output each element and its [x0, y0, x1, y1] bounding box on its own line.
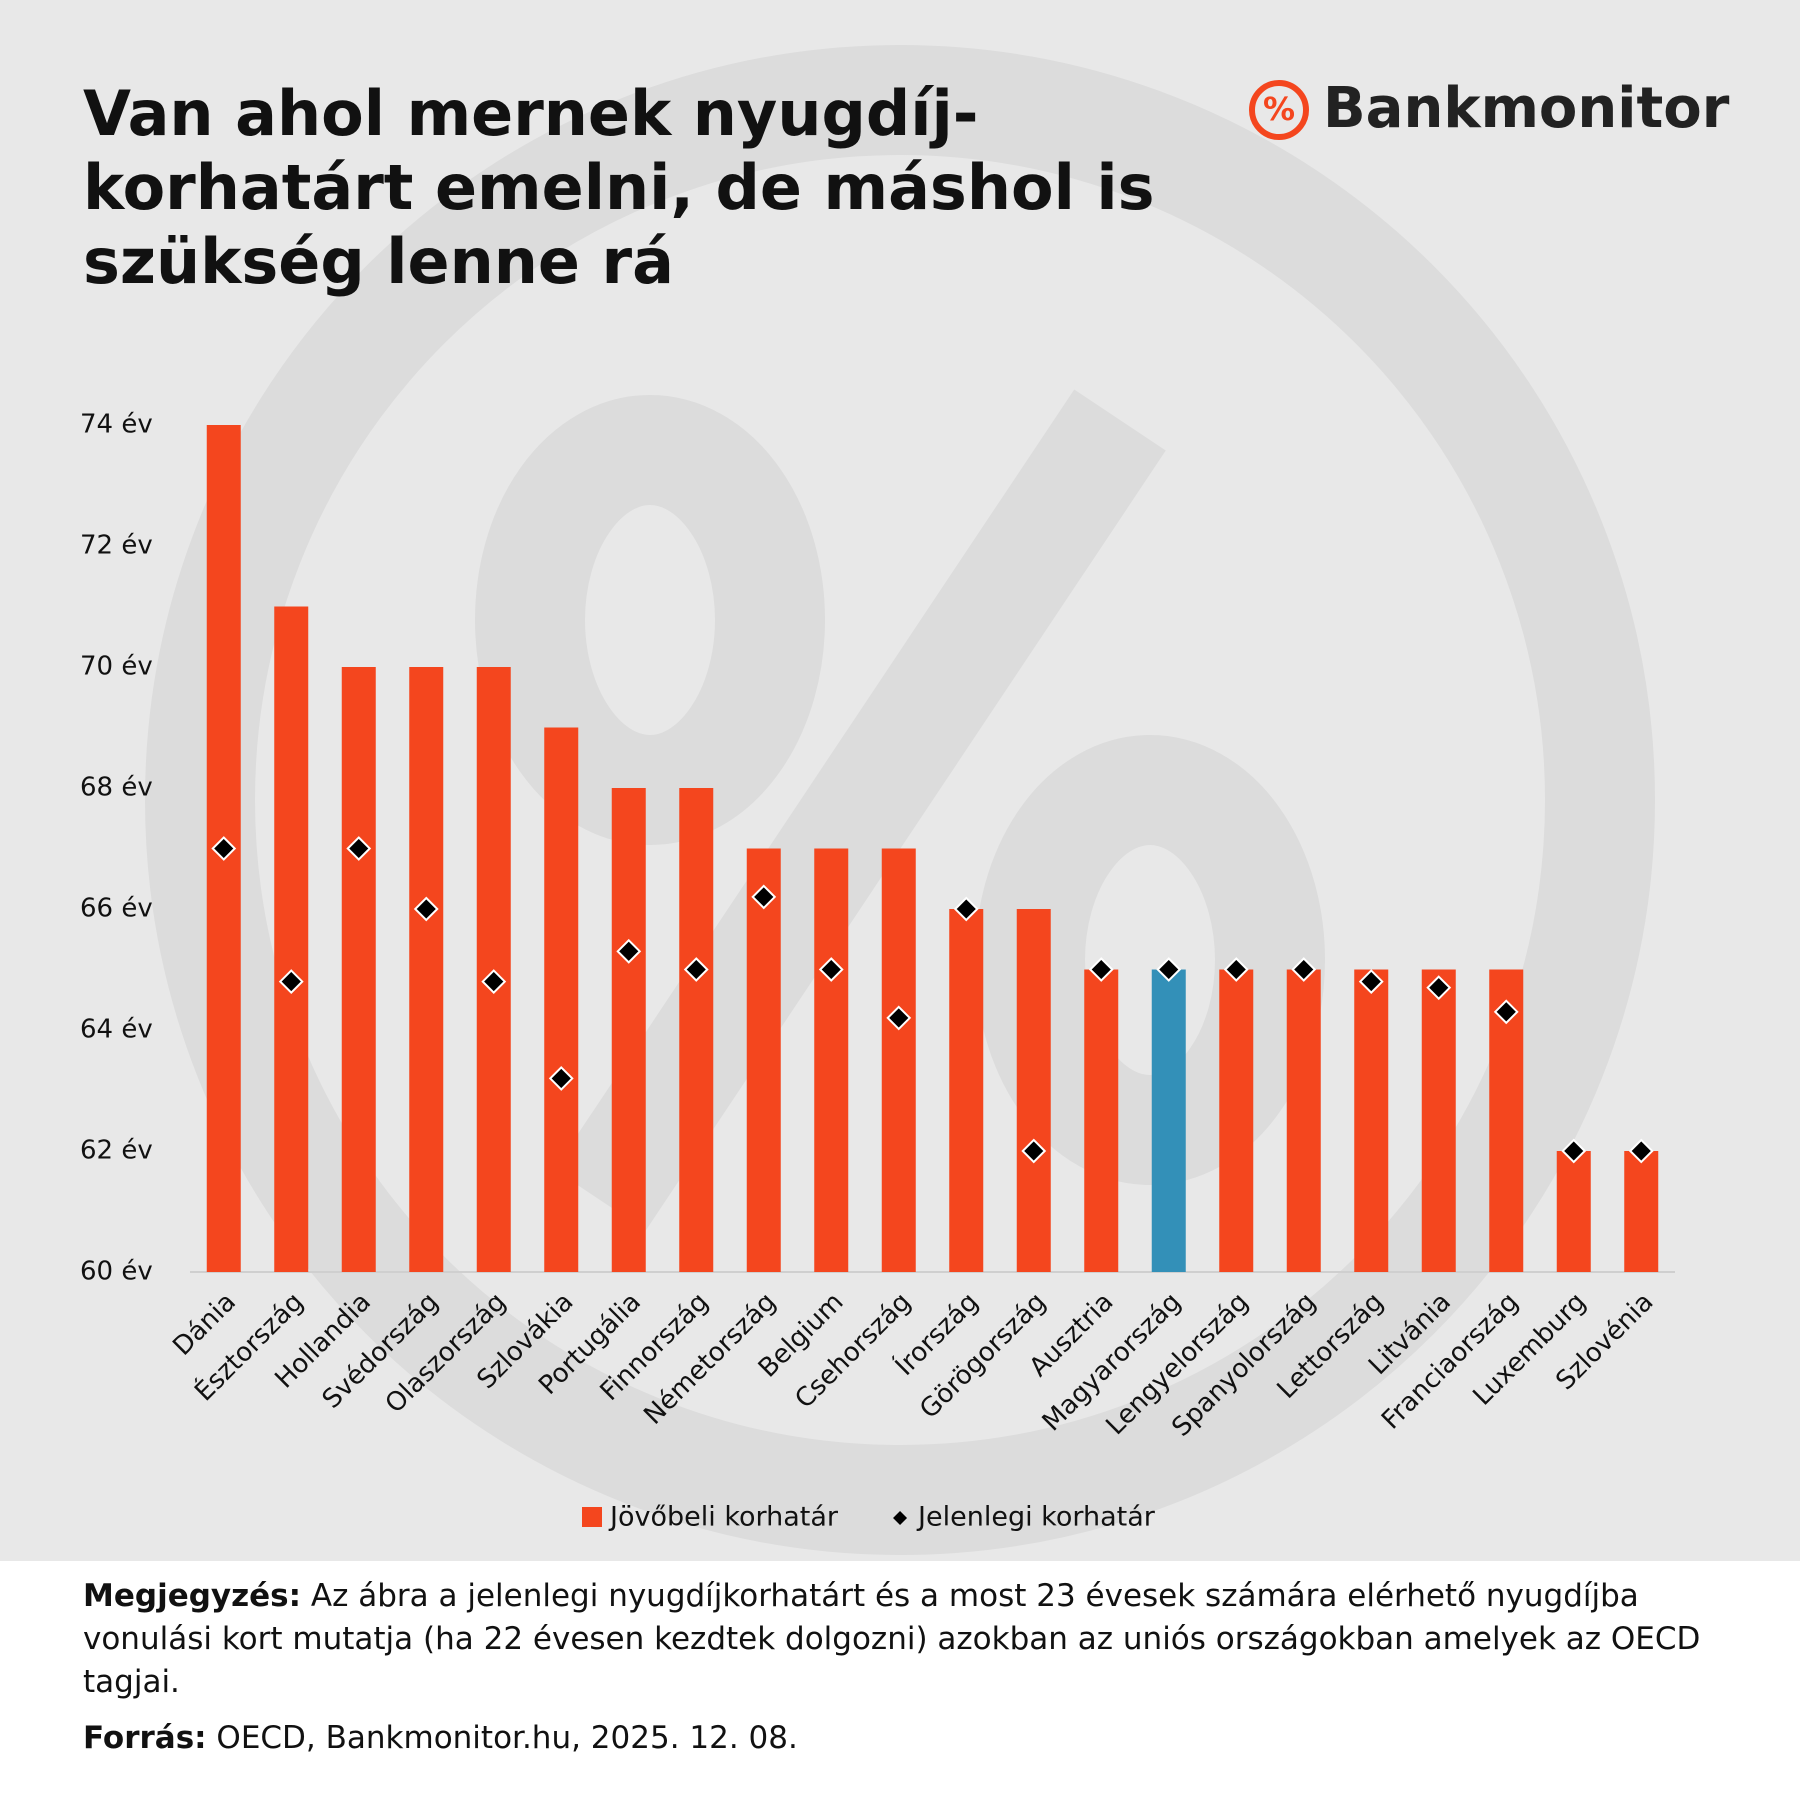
y-tick-label: 72 év: [80, 531, 153, 561]
bar: [274, 606, 309, 1272]
y-tick-label: 62 év: [80, 1136, 153, 1166]
legend-swatch: [893, 1511, 908, 1525]
y-tick-label: 66 év: [80, 894, 153, 924]
watermark: [145, 45, 1655, 1555]
y-tick-label: 68 év: [80, 773, 153, 803]
marker: [1358, 969, 1384, 995]
y-tick-label: 70 év: [80, 652, 153, 682]
bar: [1421, 969, 1456, 1272]
bar: [1151, 969, 1186, 1272]
marker: [1426, 975, 1452, 1001]
logo-text: Bankmonitor: [1323, 76, 1730, 141]
marker: [548, 1065, 574, 1091]
bar: [544, 727, 579, 1272]
bar: [679, 788, 714, 1272]
y-tick-label: 60 év: [80, 1257, 153, 1287]
source: Forrás: OECD, Bankmonitor.hu, 2025. 12. …: [83, 1717, 1717, 1760]
bar: [341, 667, 376, 1272]
chart-title: Van ahol mernek nyugdíj- korhatárt emeln…: [83, 77, 1176, 298]
bar: [949, 909, 984, 1272]
marker: [1628, 1138, 1654, 1164]
title-line: szükség lenne rá: [83, 225, 674, 298]
bar: [409, 667, 444, 1272]
logo: % Bankmonitor: [1249, 76, 1730, 141]
note-text: Az ábra a jelenlegi nyugdíjkorhatárt és …: [83, 1578, 1701, 1700]
legend-swatch: [582, 1507, 602, 1527]
marker: [953, 896, 979, 922]
marker: [886, 1005, 912, 1031]
note: Megjegyzés: Az ábra a jelenlegi nyugdíjk…: [83, 1575, 1717, 1703]
marker: [278, 969, 304, 995]
bar: [1016, 909, 1051, 1272]
marker: [1291, 957, 1317, 982]
bar: [1556, 1151, 1591, 1272]
bar: [1084, 969, 1119, 1272]
bar: [881, 848, 916, 1272]
bar: [1624, 1151, 1659, 1272]
marker: [481, 969, 507, 995]
marker: [683, 957, 709, 982]
source-label: Forrás:: [83, 1720, 207, 1757]
logo-icon-glyph: %: [1263, 90, 1295, 128]
marker: [1021, 1138, 1047, 1164]
logo-icon: [1249, 80, 1309, 140]
marker: [616, 938, 642, 964]
marker: [751, 884, 777, 910]
bar: [611, 788, 646, 1272]
y-tick-label: 74 év: [80, 410, 153, 440]
marker: [818, 957, 844, 982]
legend-label: Jelenlegi korhatár: [916, 1502, 1156, 1533]
bar: [1219, 969, 1254, 1272]
marker: [1088, 957, 1114, 982]
bar: [814, 848, 849, 1272]
marker: [211, 836, 237, 861]
marker: [1223, 957, 1249, 982]
marker: [413, 896, 439, 922]
title-line: Van ahol mernek nyugdíj-: [83, 77, 979, 150]
legend-label: Jövőbeli korhatár: [608, 1502, 839, 1533]
y-tick-label: 64 év: [80, 1015, 153, 1045]
bar: [1286, 969, 1321, 1272]
marker: [1493, 999, 1519, 1025]
footer: Megjegyzés: Az ábra a jelenlegi nyugdíjk…: [0, 1561, 1800, 1760]
marker: [1156, 957, 1182, 982]
title-line: korhatárt emelni, de máshol is: [83, 151, 1155, 224]
marker: [346, 836, 372, 861]
note-label: Megjegyzés:: [83, 1578, 302, 1614]
bar: [1354, 969, 1389, 1272]
source-text: OECD, Bankmonitor.hu, 2025. 12. 08.: [216, 1720, 798, 1757]
chart: Van ahol mernek nyugdíj- korhatárt emeln…: [0, 0, 1800, 1561]
marker: [1561, 1138, 1587, 1164]
bar: [746, 848, 781, 1272]
